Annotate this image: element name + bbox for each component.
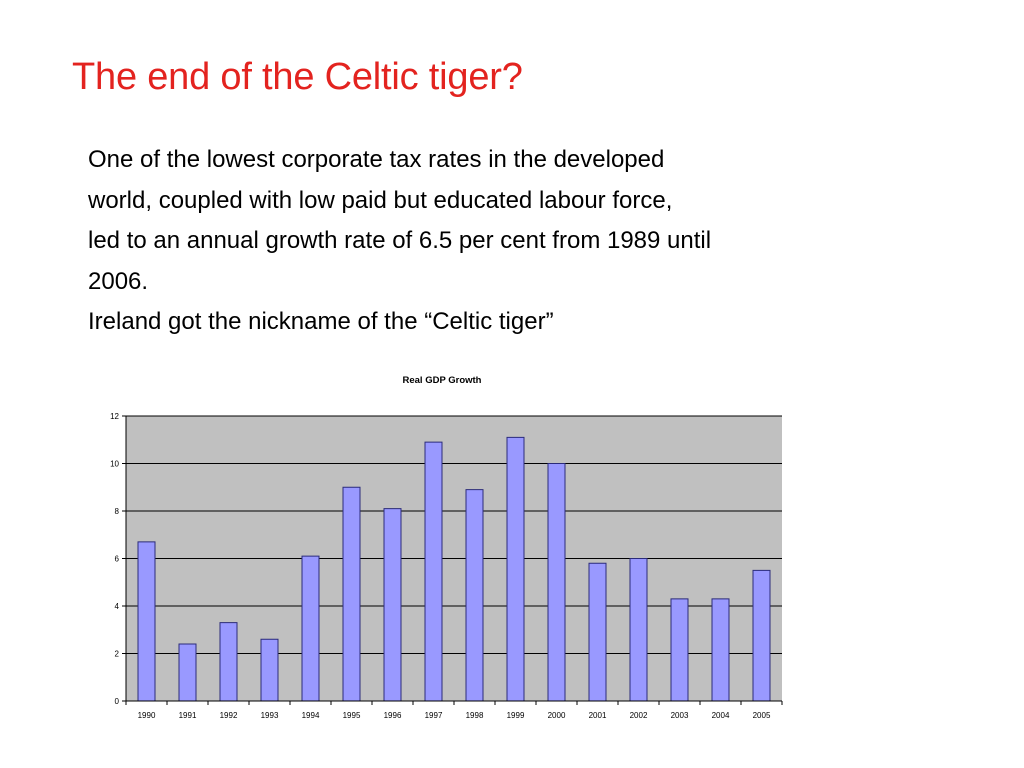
- x-tick-label: 1995: [343, 711, 361, 720]
- body-line-4: 2006.: [88, 267, 149, 295]
- bar-1999: [506, 436, 525, 702]
- x-tick-label: 1994: [302, 711, 320, 720]
- slide-title: The end of the Celtic tiger?: [72, 56, 523, 98]
- x-tick-label: 1996: [384, 711, 402, 720]
- x-tick-label: 2002: [630, 711, 648, 720]
- body-line-2: world, coupled with low paid but educate…: [88, 186, 673, 214]
- bar-2004: [711, 598, 730, 702]
- bar-1991: [178, 643, 197, 702]
- body-line-5: Ireland got the nickname of the “Celtic …: [88, 308, 554, 335]
- x-tick-label: 2005: [753, 711, 771, 720]
- y-tick-label: 4: [115, 602, 120, 611]
- body-line-1: One of the lowest corporate tax rates in…: [88, 146, 665, 173]
- x-tick-label: 1992: [220, 711, 238, 720]
- y-tick-label: 8: [115, 507, 120, 516]
- bar-1996: [383, 508, 402, 702]
- bar-1998: [465, 489, 484, 702]
- body-line-3: led to an annual growth rate of 6.5 per …: [88, 227, 712, 254]
- gdp-growth-chart: Real GDP Growth 0 2 4 6 8 10 12 1990 1991 1992 19…: [100, 368, 790, 728]
- bar-2005: [752, 569, 771, 702]
- y-tick-label: 6: [115, 555, 120, 564]
- bar-1993: [260, 638, 279, 702]
- x-tick-label: 1997: [425, 711, 443, 720]
- bar-1990: [137, 541, 156, 702]
- bar-2000: [547, 463, 566, 702]
- bar-1997: [424, 441, 443, 702]
- y-axis-ticks: 0 2 4 6 8 10 12: [110, 412, 126, 706]
- x-tick-label: 1993: [261, 711, 279, 720]
- slide-body-text: One of the lowest corporate tax rates in…: [88, 140, 988, 343]
- x-tick-label: 2000: [548, 711, 566, 720]
- bar-1994: [301, 555, 320, 702]
- bar-1995: [342, 486, 361, 702]
- x-tick-label: 1991: [179, 711, 197, 720]
- y-tick-label: 2: [115, 650, 120, 659]
- bar-1992: [219, 622, 238, 702]
- y-tick-label: 10: [110, 460, 119, 469]
- x-tick-label: 1999: [507, 711, 525, 720]
- x-tick-label: 1990: [138, 711, 156, 720]
- x-tick-label: 2001: [589, 711, 607, 720]
- x-tick-label: 2004: [712, 711, 730, 720]
- x-tick-label: 2003: [671, 711, 689, 720]
- bar-2003: [670, 598, 689, 702]
- bars: [137, 436, 771, 702]
- bar-2002: [629, 558, 648, 702]
- x-tick-label: 1998: [466, 711, 484, 720]
- x-axis-ticks: 1990 1991 1992 1993 1994 1995 1996 1997 1998 1999…: [125, 701, 783, 720]
- y-tick-label: 12: [110, 412, 119, 421]
- chart-title: Real GDP Growth: [402, 375, 481, 386]
- y-tick-label: 0: [115, 697, 120, 706]
- bar-2001: [588, 562, 607, 702]
